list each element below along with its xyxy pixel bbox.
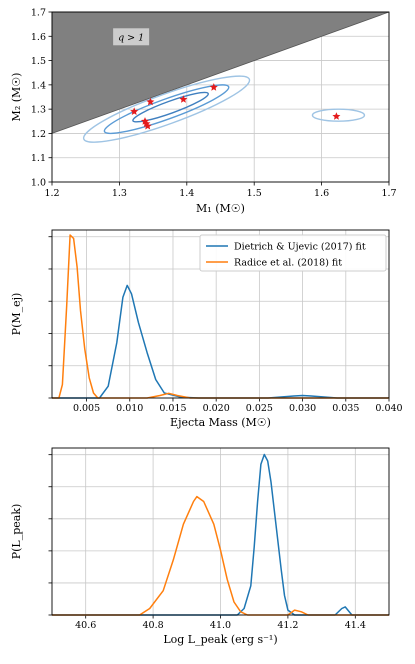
contour-island — [311, 108, 366, 122]
x-axis-label: Ejecta Mass (M☉) — [170, 416, 271, 429]
legend-box — [199, 234, 387, 272]
y-tick-label: 1.4 — [31, 80, 46, 91]
data-point-marker — [146, 97, 155, 106]
y-tick-label: 1.3 — [31, 105, 46, 116]
x-tick-label: 0.030 — [289, 403, 316, 414]
x-tick-label: 41.4 — [345, 620, 366, 631]
legend: Dietrich & Ujevic (2017) fit Radice et al… — [199, 234, 387, 272]
series-line-radice — [52, 495, 389, 616]
y-tick-label: 1.5 — [31, 56, 46, 67]
y-tick-label: 1.2 — [31, 129, 46, 140]
y-axis-label: P(L_peak) — [10, 504, 23, 560]
series-line-radice — [52, 234, 389, 399]
axes-frame — [51, 229, 390, 399]
y-axis-label: M₂ (M☉) — [10, 73, 23, 122]
x-tick-label: 1.7 — [381, 188, 396, 199]
annotation-box — [113, 28, 150, 46]
x-axis-label: M₁ (M☉) — [196, 202, 245, 215]
x-tick-label: 0.035 — [332, 403, 359, 414]
x-tick-label: 0.010 — [116, 403, 143, 414]
contour-inner — [132, 91, 209, 123]
annotation-label: q > 1 — [118, 32, 144, 43]
data-point-marker — [143, 121, 152, 130]
x-tick-label: 1.2 — [44, 188, 59, 199]
data-point-marker — [332, 112, 341, 120]
x-tick-label: 0.015 — [159, 403, 186, 414]
contour-middle — [103, 84, 230, 135]
x-tick-label: 1.6 — [314, 188, 329, 199]
x-axis-label: Log L_peak (erg s⁻¹) — [163, 633, 277, 646]
x-tick-label: 0.020 — [203, 403, 230, 414]
panel-peak-luminosity: 40.6 40.8 41.0 41.2 41.4 Log L_peak (erg s⁻¹)… — [10, 447, 390, 646]
x-tick-label: 1.3 — [112, 188, 127, 199]
x-tick-label: 41.0 — [210, 620, 231, 631]
y-axis-label: P(M_ej) — [10, 293, 23, 336]
x-tick-label: 1.4 — [179, 188, 194, 199]
y-tick-label: 1.1 — [31, 153, 46, 164]
axes-frame — [51, 447, 390, 616]
x-tick-label: 1.5 — [247, 188, 262, 199]
contour-outer — [82, 75, 251, 143]
y-tick-label: 1.0 — [31, 178, 46, 189]
series-line-dietrich-ujevic — [52, 284, 389, 399]
y-tick-label: 1.6 — [31, 32, 46, 43]
x-tick-label: 41.2 — [277, 620, 298, 631]
series-line-dietrich-ujevic — [52, 453, 389, 616]
data-point-marker — [130, 107, 139, 115]
legend-label: Dietrich & Ujevic (2017) fit — [234, 242, 366, 253]
panel-ejecta-mass: 0.005 0.010 0.015 0.020 0.025 0.030 0.035 0.040… — [10, 229, 403, 429]
x-tick-label: 40.8 — [143, 620, 164, 631]
axes-frame — [51, 11, 390, 183]
legend-label: Radice et al. (2018) fit — [234, 258, 342, 269]
x-tick-label: 0.040 — [375, 403, 402, 414]
panel-mass-plane: 1.2 1.3 1.4 1.5 1.6 1.7 1.0 1.1 1.2 1.3 1.4 1.5 1.6 1… — [10, 8, 397, 216]
x-tick-label: 40.6 — [75, 620, 96, 631]
x-tick-label: 0.005 — [73, 403, 100, 414]
x-tick-label: 0.025 — [246, 403, 273, 414]
data-point-marker — [179, 95, 188, 103]
data-point-marker — [209, 83, 218, 91]
y-tick-label: 1.7 — [31, 8, 46, 19]
